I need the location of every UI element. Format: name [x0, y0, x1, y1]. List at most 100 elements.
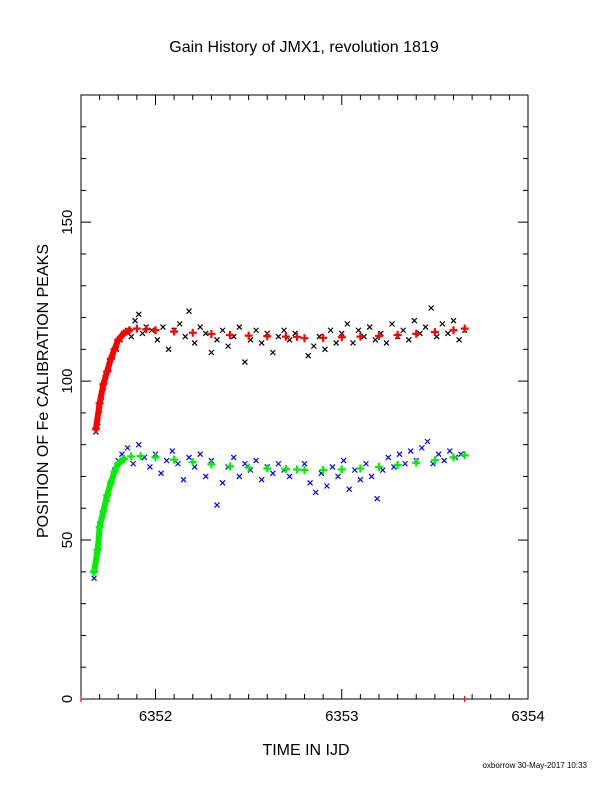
data-point — [186, 454, 192, 461]
data-point — [418, 444, 425, 451]
fit-point — [263, 332, 272, 341]
data-point — [202, 473, 209, 480]
data-point — [225, 343, 232, 350]
fit-point — [244, 463, 253, 472]
data-point — [344, 320, 351, 327]
fit-point — [337, 465, 346, 474]
fit-point — [293, 332, 302, 341]
data-point — [230, 454, 237, 461]
data-point — [139, 330, 146, 337]
data-point — [163, 457, 170, 464]
data-point — [236, 324, 243, 330]
fit-point — [142, 325, 151, 334]
fit-point — [375, 331, 383, 340]
fit-point — [244, 331, 253, 340]
x-tick-label: 6354 — [511, 708, 544, 725]
data-point — [208, 349, 215, 356]
data-point — [146, 464, 153, 470]
fit-point — [136, 452, 145, 461]
data-point — [180, 476, 187, 483]
data-point — [258, 340, 265, 346]
data-point — [286, 473, 293, 480]
fit-point — [207, 330, 216, 339]
x-tick-labels: 6352 6353 6354 — [139, 708, 545, 725]
data-point — [435, 451, 442, 458]
data-point — [327, 327, 334, 334]
fit-point — [393, 461, 402, 470]
data-point — [135, 441, 142, 448]
data-point — [214, 336, 220, 343]
fit-point — [132, 324, 141, 333]
fit-point — [356, 464, 365, 473]
y-tick-label: 100 — [59, 369, 76, 394]
data-point — [160, 324, 166, 330]
data-point — [253, 457, 259, 464]
data-point — [219, 479, 226, 486]
fit-point — [127, 452, 136, 461]
fit-point — [293, 465, 302, 474]
data-point — [346, 486, 353, 493]
data-point — [405, 336, 412, 343]
fit-point — [460, 324, 469, 333]
fit-point — [319, 333, 328, 342]
fit-point — [356, 332, 365, 341]
data-point — [135, 311, 142, 318]
fit-point — [393, 331, 402, 340]
fit-point — [300, 334, 309, 343]
data-point — [383, 340, 390, 346]
fit-point — [263, 464, 272, 473]
y-tick-label: 0 — [59, 695, 76, 703]
data-point — [422, 324, 429, 330]
y-tick-labels: 0 50 100 150 — [59, 210, 76, 704]
data-point — [174, 460, 181, 467]
plot-area: 6352 6353 6354 0 50 100 150 — [59, 94, 545, 725]
x-tick-label: 6352 — [139, 708, 172, 725]
fit-point — [226, 462, 234, 471]
data-point — [312, 489, 319, 496]
data-point — [402, 460, 408, 467]
data-point — [363, 460, 369, 467]
data-point — [444, 330, 451, 337]
data-point — [441, 457, 448, 464]
data-point — [400, 327, 407, 334]
data-point — [214, 502, 220, 509]
data-point — [428, 305, 435, 311]
data-point — [275, 333, 282, 340]
fit-point — [281, 465, 290, 474]
fit-point — [319, 466, 328, 475]
fit-curve — [92, 327, 133, 432]
data-point — [197, 324, 204, 330]
data-point — [253, 327, 259, 334]
data-point — [385, 454, 392, 461]
fit-point — [337, 333, 346, 342]
y-tick-label: 150 — [59, 210, 76, 235]
data-point — [366, 324, 373, 330]
chart-title: Gain History of JMX1, revolution 1819 — [169, 39, 439, 56]
fit-curve — [91, 455, 127, 575]
data-point — [307, 479, 314, 486]
data-point — [357, 476, 364, 483]
data-point — [323, 483, 330, 489]
data-point — [269, 349, 276, 356]
data-point — [322, 346, 328, 353]
y-tick-label: 50 — [59, 532, 76, 549]
y-axis-label: POSITION OF Fe CALIBRATION PEAKS — [35, 244, 52, 538]
data-point — [191, 340, 198, 346]
data-point — [439, 320, 446, 327]
data-marks — [80, 305, 469, 702]
x-axis-label: TIME IN IJD — [262, 742, 349, 759]
data-point — [389, 320, 395, 327]
data-point — [340, 457, 347, 464]
footer-credit: oxborrow 30-May-2017 10:33 — [482, 761, 587, 770]
data-point — [450, 317, 457, 324]
fit-point — [207, 460, 216, 469]
fit-point — [226, 331, 234, 340]
data-point — [305, 352, 312, 359]
data-point — [236, 473, 243, 480]
data-point — [186, 308, 192, 315]
fit-point — [170, 327, 179, 336]
fit-point — [430, 328, 439, 337]
data-point — [335, 473, 341, 480]
data-point — [379, 467, 386, 474]
fit-point — [412, 329, 421, 338]
